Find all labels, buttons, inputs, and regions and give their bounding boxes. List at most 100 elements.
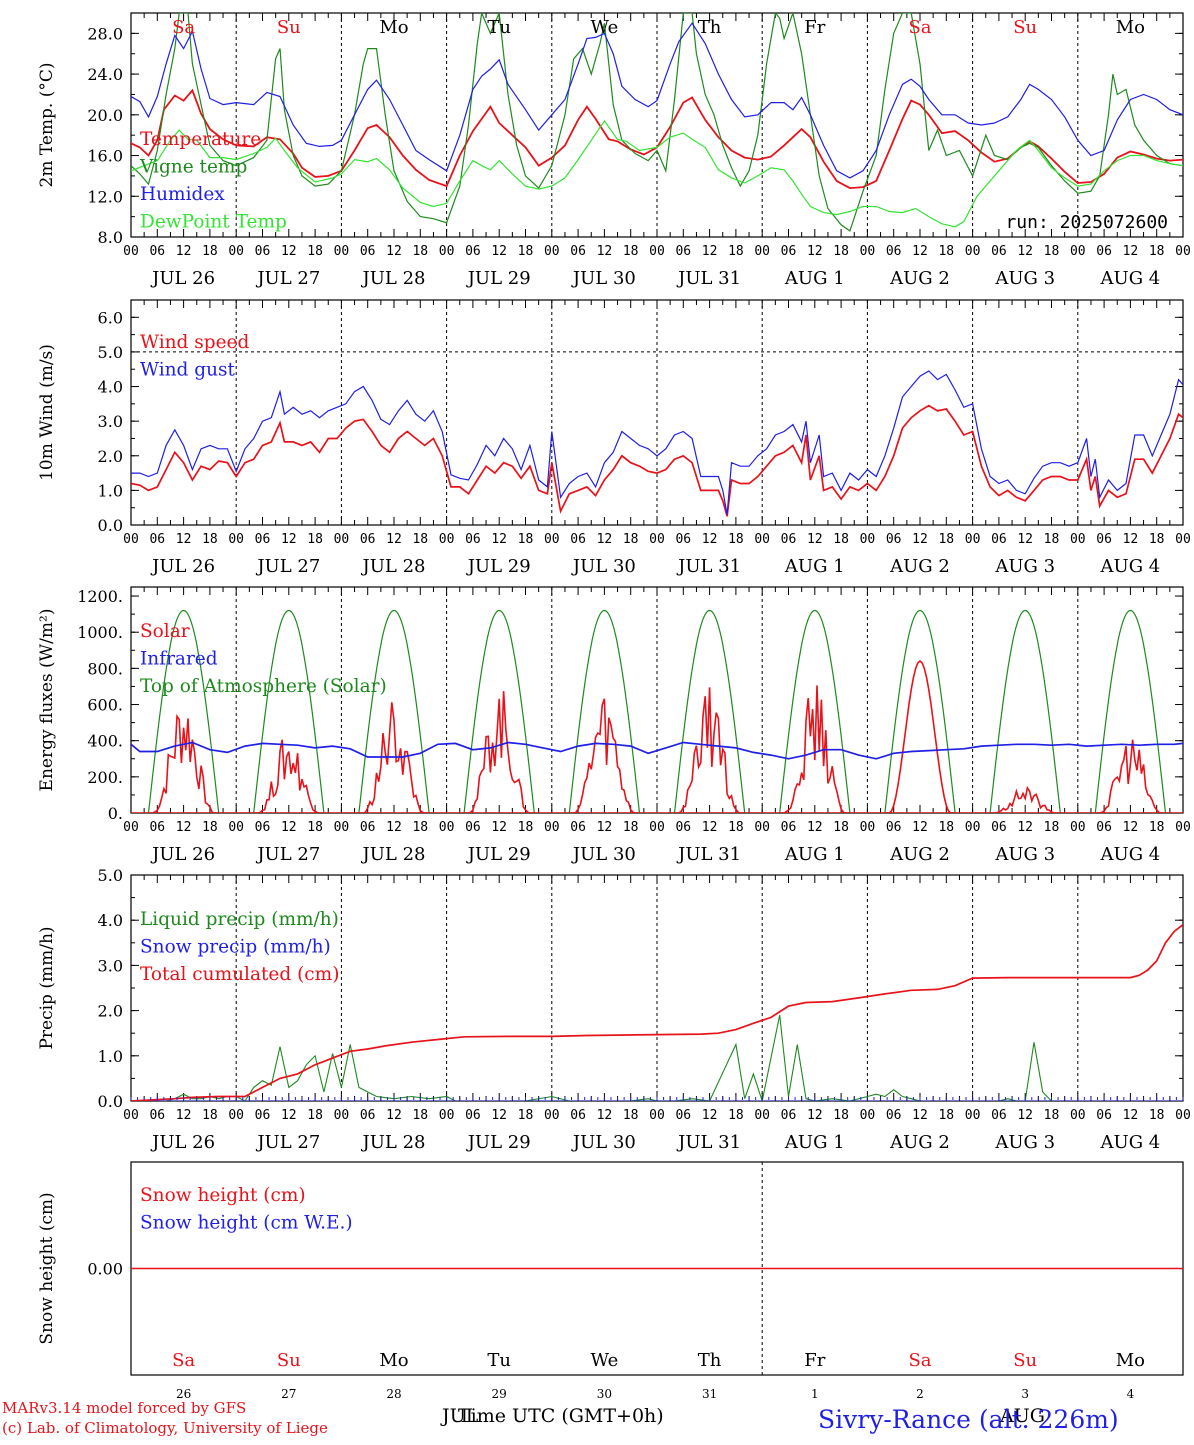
hour-label: 12 (1123, 1108, 1139, 1123)
hour-label: 12 (281, 820, 297, 835)
hour-label: 12 (912, 244, 928, 259)
solar-curve (884, 660, 956, 813)
y-tick-label: 0.0 (98, 1092, 123, 1111)
weekday-label-bottom: Th (698, 1350, 722, 1371)
hour-label: 06 (675, 244, 691, 259)
hour-label: 12 (702, 1108, 718, 1123)
hour-label: 06 (570, 532, 586, 547)
weekday-label-top: Su (277, 17, 301, 38)
y-tick-label: 0. (108, 804, 123, 823)
toa-solar-arc (567, 609, 642, 813)
y-tick-label: 0.0 (98, 516, 123, 535)
hour-label: 06 (570, 1108, 586, 1123)
legend-item: Wind speed (140, 332, 249, 353)
weekday-label-top: Mo (379, 17, 408, 38)
date-label: JUL 29 (466, 844, 531, 865)
y-tick-label: 4.0 (98, 378, 123, 397)
hour-label: 00 (228, 1108, 244, 1123)
toa-solar-arc (987, 609, 1063, 813)
hour-label: 12 (807, 1108, 823, 1123)
hour-label: 18 (202, 532, 218, 547)
hour-label: 00 (649, 532, 665, 547)
hour-label: 12 (281, 244, 297, 259)
toa-solar-arc (356, 609, 432, 813)
weekday-label-top: Su (1013, 17, 1037, 38)
hour-label: 00 (439, 244, 455, 259)
hour-label: 00 (965, 1108, 981, 1123)
date-label: JUL 31 (676, 1132, 741, 1153)
hour-label: 18 (833, 820, 849, 835)
hour-label: 12 (597, 532, 613, 547)
hour-label: 12 (386, 820, 402, 835)
hour-label: 06 (255, 1108, 271, 1123)
hour-label: 12 (176, 820, 192, 835)
hour-label: 18 (307, 244, 323, 259)
hour-label: 00 (860, 532, 876, 547)
hour-label: 12 (386, 244, 402, 259)
legend-item: Liquid precip (mm/h) (140, 909, 339, 930)
y-tick-label: 400. (87, 732, 123, 751)
hour-label: 00 (649, 820, 665, 835)
hour-label: 00 (1070, 1108, 1086, 1123)
date-label: AUG 2 (889, 844, 950, 865)
day-number: 3 (1021, 1387, 1029, 1401)
hour-label: 06 (255, 532, 271, 547)
y-tick-label: 800. (87, 659, 123, 678)
hour-label: 18 (518, 1108, 534, 1123)
hour-label: 06 (991, 820, 1007, 835)
weekday-label-bottom: Sa (908, 1350, 931, 1371)
hour-label: 00 (334, 1108, 350, 1123)
y-tick-label: 20.0 (87, 106, 123, 125)
hour-label: 06 (991, 244, 1007, 259)
weekday-label-bottom: Su (277, 1350, 301, 1371)
hour-label: 06 (886, 1108, 902, 1123)
liquid-precip-mm-h--line (131, 1014, 1183, 1101)
weekday-label-bottom: Mo (1116, 1350, 1145, 1371)
toa-solar-arc (251, 609, 327, 813)
hour-label: 00 (544, 820, 560, 835)
hour-label: 00 (123, 532, 139, 547)
date-label: AUG 4 (1100, 1132, 1161, 1153)
hour-label: 18 (202, 820, 218, 835)
hour-label: 06 (781, 820, 797, 835)
y-axis-label-energy: Energy fluxes (W/m²) (37, 609, 57, 792)
hour-label: 18 (623, 820, 639, 835)
hour-label: 00 (1070, 532, 1086, 547)
vigne-temp-line (131, 13, 1183, 232)
hour-label: 18 (1044, 244, 1060, 259)
hour-label: 06 (886, 532, 902, 547)
legend-item: Wind gust (140, 360, 235, 381)
hour-label: 18 (728, 820, 744, 835)
hour-label: 18 (833, 1108, 849, 1123)
y-tick-label: 1000. (77, 623, 123, 642)
y-tick-label: 1.0 (98, 481, 123, 500)
day-number: 31 (702, 1387, 717, 1401)
weekday-label-bottom: Sa (172, 1350, 195, 1371)
day-number: 1 (811, 1387, 819, 1401)
legend-item: Infrared (140, 649, 218, 670)
weekday-label-top: Fr (804, 17, 825, 38)
y-axis-label-temp: 2m Temp. (°C) (37, 62, 57, 187)
date-label: JUL 26 (150, 1132, 215, 1153)
y-tick-label: 4.0 (98, 911, 123, 930)
dewpoint-temp-line (131, 119, 1183, 228)
hour-label: 12 (491, 244, 507, 259)
hour-label: 06 (149, 820, 165, 835)
hour-label: 06 (781, 1108, 797, 1123)
date-label: JUL 26 (150, 844, 215, 865)
y-tick-label: 5.0 (98, 343, 123, 362)
solar-curve (358, 702, 430, 813)
solar-curve (990, 785, 1061, 813)
y-tick-label: 2.0 (98, 447, 123, 466)
hour-label: 12 (1123, 244, 1139, 259)
hour-label: 12 (1123, 532, 1139, 547)
hour-label: 12 (281, 1108, 297, 1123)
hour-label: 12 (1017, 532, 1033, 547)
hour-label: 00 (649, 244, 665, 259)
hour-label: 12 (176, 244, 192, 259)
toa-solar-arc (672, 609, 747, 813)
total-cumulated-cm--line (131, 924, 1183, 1101)
hour-label: 00 (754, 532, 770, 547)
hour-label: 00 (123, 820, 139, 835)
legend-item: Top of Atmosphere (Solar) (140, 676, 387, 697)
